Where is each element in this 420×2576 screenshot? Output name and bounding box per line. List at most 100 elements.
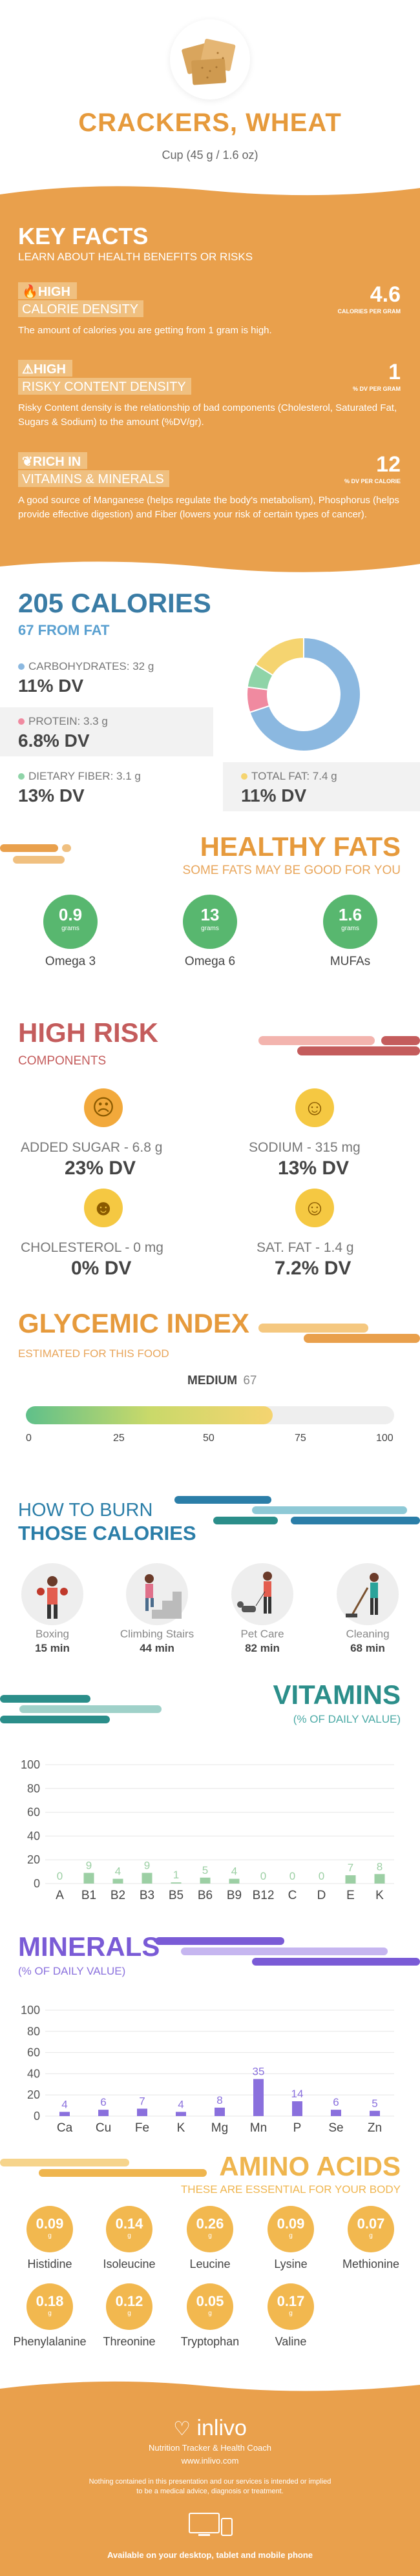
food-title: CRACKERS, WHEAT [78, 109, 342, 137]
carbohydrates-dv: 11% DV [18, 676, 84, 696]
healthy-fats-title: HEALTHY FATS [200, 831, 401, 862]
bar-value-label: 4 [61, 2098, 67, 2110]
methionine-circle: 0.07 g [348, 2206, 394, 2252]
vitamins-subtitle: (% OF DAILY VALUE) [293, 1713, 401, 1725]
fiber-dv: 13% DV [18, 785, 85, 805]
lysine-circle: 0.09 g [268, 2206, 314, 2252]
rich-in-level: ❦RICH IN [18, 452, 88, 469]
boxing-minutes: 15 min [35, 1642, 70, 1654]
sad-face-icon: ☹ [84, 1088, 123, 1127]
bar-value-label: 9 [144, 1859, 150, 1871]
added-sugar-label: ADDED SUGAR - 6.8 g [21, 1140, 163, 1155]
burn-calories-section: HOW TO BURN THOSE CALORIES Boxing 15 min… [0, 1492, 420, 1686]
bar-value-label: 6 [100, 2096, 106, 2108]
y-tick-label: 100 [21, 2004, 40, 2017]
gi-tick-label: 50 [203, 1433, 215, 1444]
bar-value-label: 0 [260, 1870, 266, 1882]
pet-care-label: Pet Care [240, 1628, 284, 1640]
protein-dv: 6.8% DV [18, 731, 90, 751]
y-tick-label: 20 [27, 1853, 40, 1866]
glycemic-bar-fill [26, 1406, 273, 1424]
lysine-value: 0.09 [277, 2216, 305, 2232]
bar-value-label: 9 [86, 1859, 92, 1871]
bar-value-label: 35 [253, 2066, 265, 2078]
disclaimer-line2: to be a medical advice, diagnosis or tre… [136, 2488, 284, 2495]
climbing-stairs-minutes: 44 min [140, 1642, 174, 1654]
disclaimer-line1: Nothing contained in this presentation a… [89, 2478, 331, 2486]
x-tick-label: Zn [368, 2121, 382, 2135]
risky-content-label: RISKY CONTENT DENSITY [18, 378, 191, 395]
threonine-unit: g [127, 2310, 131, 2317]
x-tick-label: K [375, 1889, 384, 1902]
risk-decoration [258, 1036, 420, 1055]
climbing-stairs-label: Climbing Stairs [120, 1628, 194, 1640]
threonine-label: Threonine [103, 2335, 156, 2348]
isoleucine-unit: g [127, 2232, 131, 2239]
brand-url[interactable]: www.inlivo.com [181, 2456, 239, 2466]
cleaning-label: Cleaning [346, 1628, 390, 1640]
bar-Ca [59, 2112, 70, 2116]
omega6-label: Omega 6 [184, 955, 236, 968]
glycemic-subtitle: ESTIMATED FOR THIS FOOD [18, 1347, 169, 1360]
amino-title: AMINO ACIDS [219, 2151, 401, 2181]
calorie-density-desc: The amount of calories you are getting f… [18, 325, 272, 336]
burn-decoration [174, 1496, 420, 1524]
sat-fat-label: SAT. FAT - 1.4 g [257, 1240, 354, 1255]
bar-value-label: 7 [348, 1862, 353, 1874]
protein-dot [18, 718, 25, 725]
bar-value-label: 0 [319, 1870, 324, 1882]
pet-care-minutes: 82 min [245, 1642, 280, 1654]
bar-Se [331, 2110, 341, 2116]
bar-E [345, 1875, 356, 1884]
protein-label: PROTEIN: 3.3 g [28, 715, 108, 727]
smile-face-icon: ☺ [295, 1088, 334, 1127]
bar-K [176, 2112, 186, 2116]
isoleucine-label: Isoleucine [103, 2258, 156, 2270]
food-image [170, 19, 250, 99]
calorie-density-label: CALORIE DENSITY [18, 300, 144, 317]
fiber-box: DIETARY FIBER: 3.1 g 13% DV [0, 762, 213, 811]
x-tick-label: B12 [253, 1889, 275, 1902]
carbohydrates-dot [18, 663, 25, 670]
phenylalanine-circle: 0.18 g [26, 2283, 73, 2330]
smile-face-icon: ☺ [295, 1189, 334, 1227]
methionine-unit: g [369, 2232, 373, 2239]
wave-divider [0, 2377, 420, 2391]
gi-decoration [258, 1324, 420, 1343]
rich-in-value: 12 [376, 452, 401, 477]
warning-icon: ⚠ [22, 362, 34, 377]
key-facts-title: KEY FACTS [18, 223, 149, 249]
y-tick-label: 40 [27, 1829, 40, 1842]
boxing-icon [21, 1563, 83, 1625]
healthy-fats-section: HEALTHY FATS SOME FATS MAY BE GOOD FOR Y… [0, 824, 420, 995]
minerals-title: MINERALS [18, 1931, 160, 1962]
x-tick-label: K [177, 2121, 185, 2135]
x-tick-label: B6 [198, 1889, 213, 1902]
serving-size: Cup (45 g / 1.6 oz) [162, 149, 258, 161]
tryptophan-value: 0.05 [196, 2293, 224, 2309]
mufas-label: MUFAs [330, 955, 371, 968]
risky-content-desc: Risky Content density is the relationshi… [18, 402, 397, 428]
y-tick-label: 60 [27, 2046, 40, 2059]
high-risk-title: HIGH RISK [18, 1017, 159, 1048]
sodium-dv: 13% DV [278, 1158, 350, 1179]
bar-P [292, 2101, 302, 2116]
amino-subtitle: THESE ARE ESSENTIAL FOR YOUR BODY [180, 2183, 401, 2196]
fire-icon: 🔥 [22, 285, 38, 299]
bar-B9 [229, 1878, 240, 1884]
bar-B3 [142, 1873, 152, 1884]
bar-Fe [137, 2108, 147, 2116]
x-tick-label: Mn [250, 2121, 267, 2135]
burn-title-line1: HOW TO BURN [18, 1500, 153, 1521]
x-tick-label: Ca [57, 2121, 73, 2135]
y-tick-label: 80 [27, 2025, 40, 2038]
isoleucine-circle: 0.14 g [106, 2206, 152, 2252]
mufas-value: 1.6 [338, 905, 362, 924]
key-facts-subtitle: LEARN ABOUT HEALTH BENEFITS OR RISKS [18, 251, 253, 263]
histidine-label: Histidine [27, 2258, 72, 2270]
gi-tick-label: 100 [376, 1433, 394, 1444]
phenylalanine-label: Phenylalanine [13, 2335, 87, 2348]
x-tick-label: B5 [169, 1889, 184, 1902]
y-tick-label: 80 [27, 1782, 40, 1795]
threonine-value: 0.12 [115, 2293, 143, 2309]
